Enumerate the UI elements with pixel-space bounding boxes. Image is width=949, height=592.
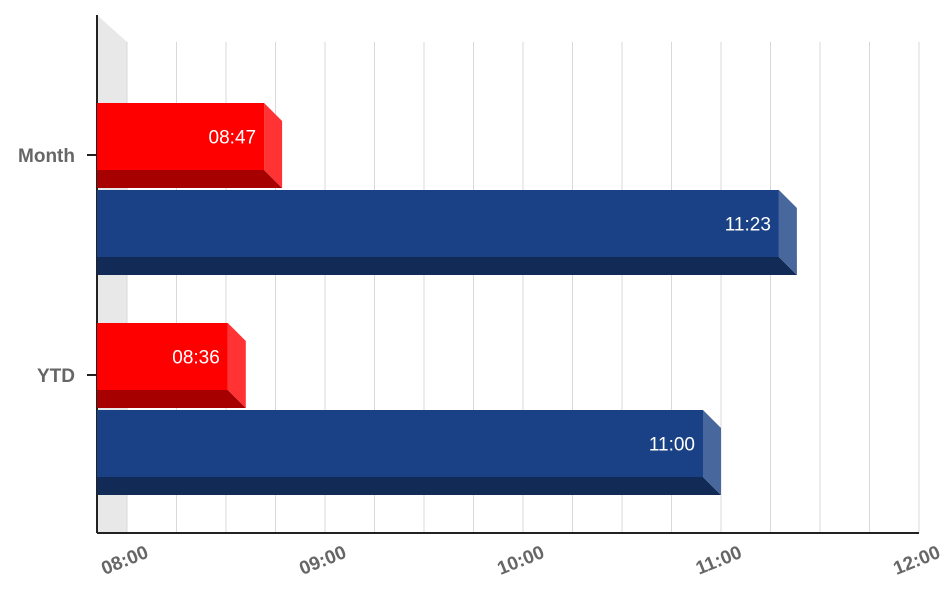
bar-face: [97, 190, 779, 257]
bar-depth: [97, 170, 283, 188]
bar-side: [227, 323, 246, 408]
x-tick-label: 08:00: [98, 542, 151, 580]
x-tick-label: 09:00: [296, 542, 349, 580]
bar-value-label-month-series-2: 11:23: [725, 215, 771, 236]
bar-depth: [97, 390, 246, 408]
bar-face: [97, 323, 228, 390]
x-tick-label: 10:00: [494, 542, 547, 580]
bar-value-label-ytd-series-1: 08:36: [172, 348, 220, 369]
bar-depth: [97, 477, 721, 495]
bar-face: [97, 103, 265, 170]
x-tick-label: 11:00: [693, 542, 745, 579]
bar-month-series-1: [97, 103, 283, 188]
category-label-ytd: YTD: [37, 366, 75, 387]
bar-side: [703, 410, 721, 495]
bar-ytd-series-1: [97, 323, 246, 408]
bar-value-label-month-series-1: 08:47: [209, 128, 257, 149]
bar-side: [264, 103, 283, 188]
bar-month-series-2: [97, 190, 797, 275]
bar-value-label-ytd-series-2: 11:00: [649, 435, 695, 456]
bar-side: [778, 190, 797, 275]
bar-ytd-series-2: [97, 410, 721, 495]
category-label-month: Month: [18, 146, 75, 167]
x-tick-label: 12:00: [890, 542, 943, 580]
bar-face: [97, 410, 703, 477]
bars: [97, 103, 797, 495]
bar-depth: [97, 257, 797, 275]
